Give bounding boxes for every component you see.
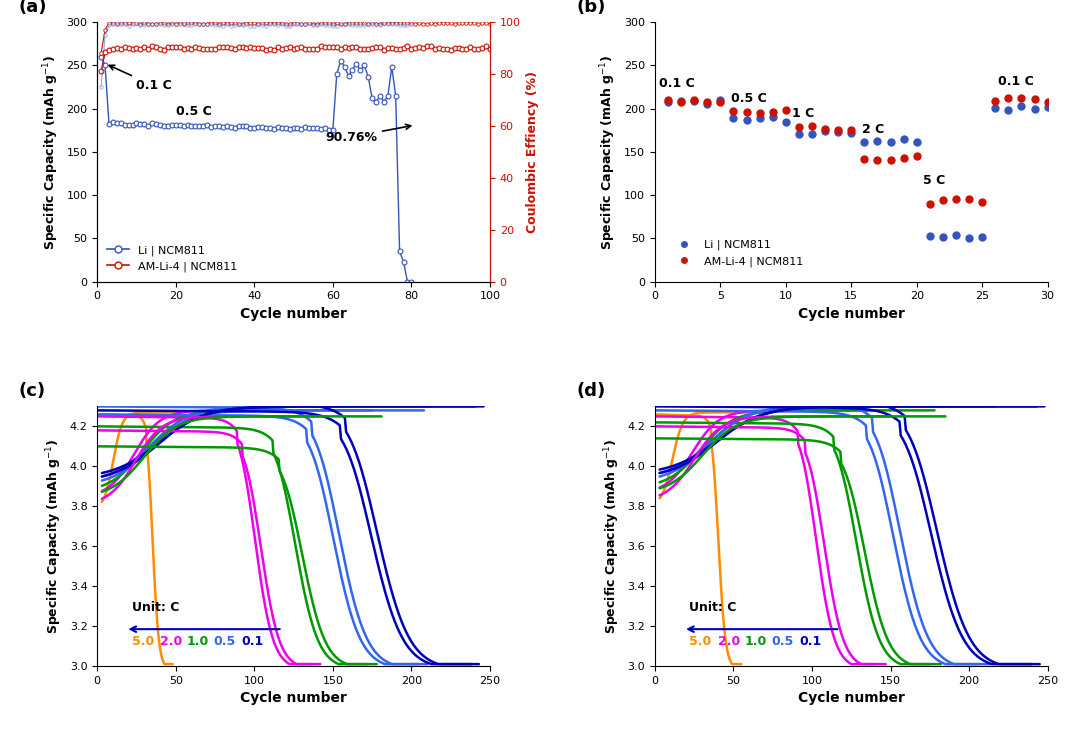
Text: Unit: C: Unit: C — [689, 601, 737, 614]
Point — [1039, 96, 1056, 108]
Point — [868, 154, 886, 166]
X-axis label: Cycle number: Cycle number — [240, 307, 347, 321]
Point — [673, 97, 690, 108]
Text: 0.1: 0.1 — [242, 635, 264, 648]
Point — [842, 127, 860, 139]
Point — [921, 198, 939, 209]
Point — [1000, 92, 1017, 104]
Y-axis label: Coulombic Effiency (%): Coulombic Effiency (%) — [526, 71, 539, 233]
Y-axis label: Specific Capacity (mAh g$^{-1}$): Specific Capacity (mAh g$^{-1}$) — [41, 54, 60, 250]
Point — [659, 96, 676, 108]
Text: 0.1 C: 0.1 C — [998, 75, 1034, 88]
Point — [908, 150, 926, 162]
Point — [816, 123, 834, 135]
Text: (c): (c) — [18, 382, 45, 400]
Text: 0.5: 0.5 — [214, 635, 235, 648]
Point — [987, 94, 1004, 106]
Point — [751, 112, 768, 124]
Text: 1.0: 1.0 — [744, 635, 767, 648]
Text: 1 C: 1 C — [793, 107, 814, 120]
Text: (b): (b) — [577, 0, 606, 15]
Point — [1026, 93, 1043, 105]
Text: 0.1 C: 0.1 C — [109, 65, 172, 92]
Point — [738, 115, 755, 127]
Text: 0.1 C: 0.1 C — [659, 77, 694, 90]
Point — [855, 154, 873, 165]
Point — [712, 94, 729, 106]
Point — [725, 113, 742, 124]
Text: 2.0: 2.0 — [160, 635, 183, 648]
Point — [973, 197, 990, 209]
Y-axis label: Specific Capacity (mAh g$^{-1}$): Specific Capacity (mAh g$^{-1}$) — [599, 54, 619, 250]
Text: 2.0: 2.0 — [718, 635, 740, 648]
Point — [699, 97, 716, 109]
Point — [1039, 101, 1056, 113]
Text: (d): (d) — [577, 382, 606, 400]
Point — [686, 94, 703, 105]
Point — [712, 97, 729, 108]
Point — [934, 195, 951, 206]
Legend: Li | NCM811, AM-Li-4 | NCM811: Li | NCM811, AM-Li-4 | NCM811 — [669, 236, 808, 271]
Point — [895, 152, 913, 163]
Point — [895, 132, 913, 144]
Text: 1.0: 1.0 — [187, 635, 210, 648]
Point — [1013, 100, 1030, 112]
Point — [778, 105, 795, 116]
Text: 0.5 C: 0.5 C — [731, 92, 767, 105]
Text: 5.0: 5.0 — [132, 635, 154, 648]
Point — [791, 122, 808, 133]
Point — [960, 193, 977, 205]
Point — [764, 106, 781, 118]
Text: (a): (a) — [18, 0, 48, 15]
Point — [725, 105, 742, 116]
Point — [751, 107, 768, 119]
Text: 2 C: 2 C — [862, 123, 883, 135]
Point — [947, 229, 964, 241]
Point — [686, 95, 703, 107]
Point — [1013, 92, 1030, 104]
Point — [659, 94, 676, 106]
Point — [804, 128, 821, 140]
Point — [699, 97, 716, 108]
Point — [1026, 103, 1043, 115]
Point — [816, 125, 834, 137]
Point — [673, 95, 690, 107]
Point — [764, 111, 781, 123]
Point — [921, 231, 939, 242]
Point — [960, 232, 977, 244]
Text: 0.5: 0.5 — [771, 635, 794, 648]
Point — [829, 126, 847, 138]
Point — [987, 102, 1004, 114]
Point — [1000, 104, 1017, 116]
Point — [973, 231, 990, 243]
Text: 5 C: 5 C — [923, 174, 945, 187]
Point — [804, 120, 821, 132]
Point — [868, 135, 886, 146]
Text: Unit: C: Unit: C — [132, 601, 179, 614]
Point — [738, 106, 755, 118]
Point — [791, 128, 808, 140]
X-axis label: Cycle number: Cycle number — [240, 692, 347, 706]
Point — [842, 124, 860, 135]
Y-axis label: Specific Capacity (mAh g$^{-1}$): Specific Capacity (mAh g$^{-1}$) — [603, 438, 622, 634]
Point — [829, 124, 847, 135]
X-axis label: Cycle number: Cycle number — [798, 307, 905, 321]
Legend: Li | NCM811, AM-Li-4 | NCM811: Li | NCM811, AM-Li-4 | NCM811 — [103, 241, 242, 276]
Point — [855, 137, 873, 149]
Y-axis label: Specific Capacity (mAh g$^{-1}$): Specific Capacity (mAh g$^{-1}$) — [44, 438, 64, 634]
Text: 0.1: 0.1 — [799, 635, 822, 648]
Point — [947, 193, 964, 205]
Point — [882, 136, 900, 148]
Text: 0.5 C: 0.5 C — [176, 105, 212, 118]
Text: 5.0: 5.0 — [689, 635, 712, 648]
Point — [908, 136, 926, 148]
Point — [778, 116, 795, 128]
Point — [934, 231, 951, 242]
Point — [882, 154, 900, 166]
X-axis label: Cycle number: Cycle number — [798, 692, 905, 706]
Text: 90.76%: 90.76% — [325, 124, 410, 143]
